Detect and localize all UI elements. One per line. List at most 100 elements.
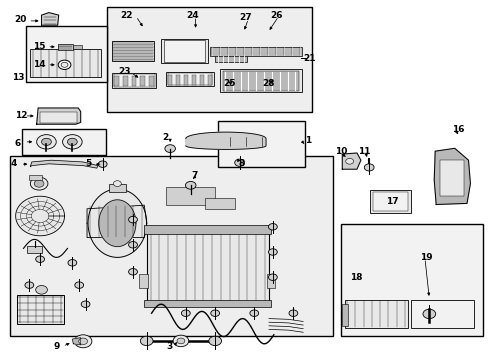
Circle shape <box>268 224 277 230</box>
Bar <box>122 76 127 86</box>
Polygon shape <box>87 205 146 238</box>
Circle shape <box>181 310 190 316</box>
Text: 3: 3 <box>166 342 172 351</box>
Text: 11: 11 <box>357 148 370 156</box>
Circle shape <box>25 282 34 288</box>
Text: 12: 12 <box>15 111 27 120</box>
Circle shape <box>67 138 77 145</box>
Bar <box>40 112 77 123</box>
Bar <box>167 75 171 85</box>
Bar <box>106 7 311 112</box>
Bar <box>341 224 482 336</box>
Text: 20: 20 <box>15 15 27 24</box>
Circle shape <box>79 338 87 345</box>
Bar <box>144 300 271 307</box>
Circle shape <box>173 335 188 347</box>
Circle shape <box>61 62 68 67</box>
Bar <box>372 192 407 211</box>
Circle shape <box>74 335 92 348</box>
Polygon shape <box>41 13 59 25</box>
Text: 21: 21 <box>303 54 315 63</box>
Circle shape <box>30 177 48 190</box>
Bar <box>58 44 73 50</box>
Bar <box>29 175 41 180</box>
Circle shape <box>113 181 121 186</box>
Bar <box>26 26 107 82</box>
Circle shape <box>208 336 221 346</box>
Circle shape <box>41 138 51 145</box>
Bar <box>144 225 271 234</box>
Bar <box>146 229 268 304</box>
Bar <box>218 121 305 167</box>
Bar <box>344 300 407 328</box>
Bar <box>210 47 302 56</box>
Bar <box>200 75 203 85</box>
Bar <box>149 76 154 86</box>
Circle shape <box>268 274 277 280</box>
Text: 24: 24 <box>185 10 198 19</box>
Circle shape <box>164 145 175 153</box>
Circle shape <box>210 310 219 316</box>
Bar <box>30 49 101 77</box>
Circle shape <box>34 180 44 187</box>
Circle shape <box>128 269 137 275</box>
Bar <box>342 304 347 326</box>
Text: 23: 23 <box>118 68 131 77</box>
Circle shape <box>36 285 47 294</box>
Bar <box>208 75 212 85</box>
Bar <box>176 75 180 85</box>
Bar <box>183 75 187 85</box>
Polygon shape <box>99 200 136 247</box>
Bar <box>266 274 275 288</box>
Bar <box>215 55 246 62</box>
Circle shape <box>288 310 297 316</box>
Bar <box>27 246 42 253</box>
Polygon shape <box>37 108 81 124</box>
Bar <box>112 73 156 88</box>
Bar <box>369 190 410 213</box>
Polygon shape <box>30 160 98 168</box>
Circle shape <box>37 135 56 149</box>
Text: 8: 8 <box>238 158 244 167</box>
Bar <box>223 71 299 91</box>
Bar <box>10 156 332 336</box>
Bar <box>192 75 196 85</box>
Bar <box>166 72 214 86</box>
Polygon shape <box>72 338 81 345</box>
Bar <box>114 76 119 86</box>
Text: 15: 15 <box>33 42 46 51</box>
Circle shape <box>128 216 137 223</box>
Bar <box>163 40 205 62</box>
Circle shape <box>62 135 82 149</box>
Bar <box>131 76 136 86</box>
Text: 22: 22 <box>120 10 132 19</box>
Polygon shape <box>342 153 360 169</box>
Text: 10: 10 <box>334 148 346 156</box>
Bar <box>439 160 463 196</box>
Bar <box>140 76 145 86</box>
Text: 9: 9 <box>54 342 60 351</box>
Bar <box>108 184 126 192</box>
Text: 1: 1 <box>305 136 311 145</box>
Bar <box>139 274 148 288</box>
Circle shape <box>249 310 258 316</box>
Bar <box>205 198 234 209</box>
Text: 2: 2 <box>162 133 168 142</box>
Text: 17: 17 <box>386 197 398 206</box>
Bar <box>17 295 63 324</box>
Text: 27: 27 <box>239 13 252 22</box>
Text: 13: 13 <box>12 73 25 82</box>
Circle shape <box>36 256 44 262</box>
Circle shape <box>268 249 277 255</box>
Bar <box>168 73 212 85</box>
Text: 16: 16 <box>451 125 464 134</box>
Text: 7: 7 <box>191 171 198 180</box>
Circle shape <box>234 159 244 166</box>
Bar <box>114 74 154 87</box>
Bar <box>220 69 302 92</box>
Circle shape <box>128 242 137 248</box>
Text: 4: 4 <box>11 159 17 168</box>
Polygon shape <box>88 189 146 257</box>
Polygon shape <box>16 196 64 236</box>
Bar <box>166 187 215 205</box>
